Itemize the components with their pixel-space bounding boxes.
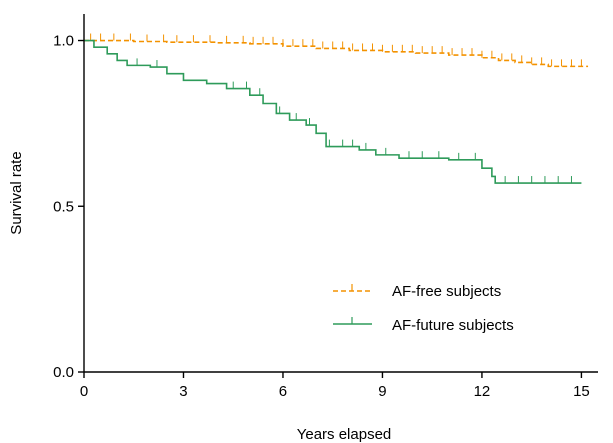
series-line-af-future (84, 39, 582, 184)
y-tick-label-0: 0.0 (53, 364, 74, 381)
y-tick-label-0.5: 0.5 (53, 198, 74, 215)
x-tick-label-15: 15 (573, 383, 590, 400)
plot-layer (84, 33, 589, 184)
ticks: 0 3 6 9 12 15 0.0 0.5 1.0 (53, 33, 590, 400)
legend-label-af-future: AF-future subjects (392, 317, 514, 334)
axes (83, 14, 598, 373)
x-axis-title: Years elapsed (297, 426, 392, 443)
x-tick-label-9: 9 (378, 383, 386, 400)
x-tick-label-12: 12 (474, 383, 491, 400)
legend-item-af-future: AF-future subjects (333, 317, 514, 334)
x-tick-label-6: 6 (279, 383, 287, 400)
y-tick-label-1: 1.0 (53, 33, 74, 50)
series-line-af-free (84, 39, 589, 68)
y-axis-title: Survival rate (8, 151, 25, 234)
legend: AF-free subjects AF-future subjects (333, 283, 514, 334)
legend-item-af-free: AF-free subjects (333, 283, 501, 300)
legend-label-af-free: AF-free subjects (392, 283, 501, 300)
x-tick-label-3: 3 (179, 383, 187, 400)
x-tick-label-0: 0 (80, 383, 88, 400)
